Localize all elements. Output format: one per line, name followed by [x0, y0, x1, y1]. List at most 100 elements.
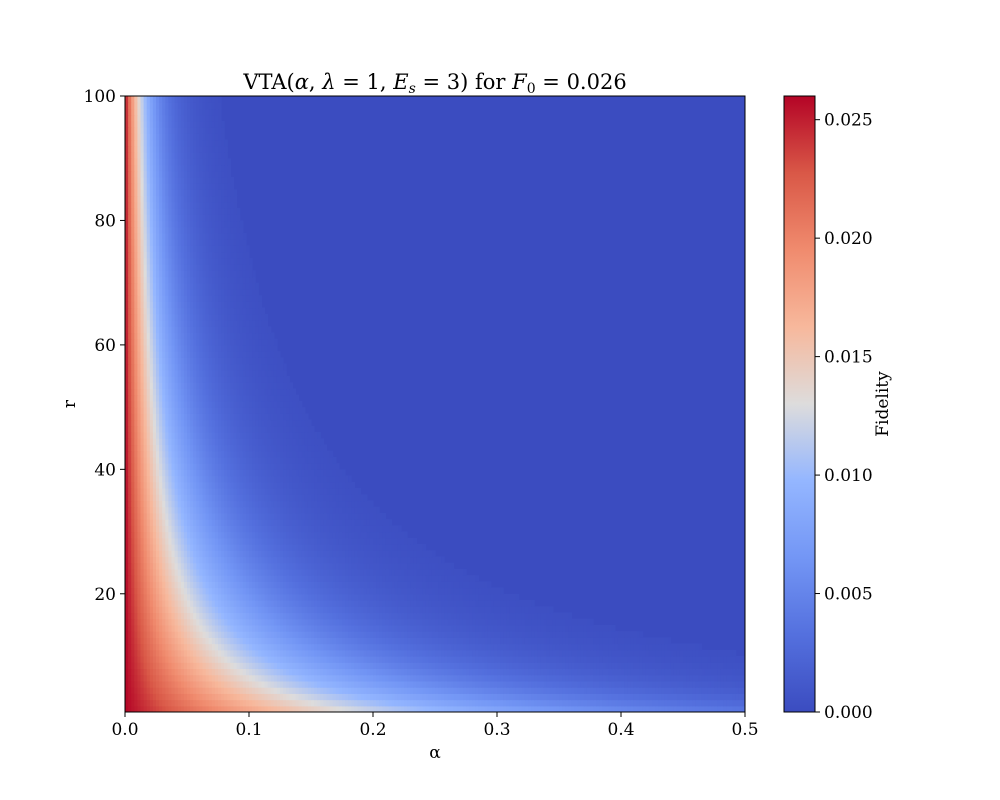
heatmap-cell	[140, 680, 145, 688]
heatmap-cell	[416, 680, 421, 688]
heatmap-cell	[320, 544, 324, 551]
heatmap-cell	[214, 537, 219, 545]
heatmap-cell	[450, 618, 455, 626]
heatmap-cell	[280, 500, 284, 508]
heatmap-cell	[218, 544, 222, 551]
heatmap-cell	[332, 649, 337, 657]
heatmap-cell	[283, 531, 287, 539]
heatmap-cell	[568, 693, 572, 701]
heatmap-cell	[354, 519, 359, 526]
heatmap-cell	[549, 656, 554, 663]
heatmap-cell	[152, 680, 157, 688]
heatmap-cell	[245, 531, 250, 539]
heatmap-cell	[261, 612, 266, 620]
heatmap-cell	[419, 649, 424, 657]
heatmap-cell	[627, 643, 631, 651]
heatmap-cell	[490, 668, 495, 676]
heatmap-cell	[196, 525, 200, 533]
heatmap-cell	[515, 699, 520, 707]
heatmap-cell	[394, 668, 399, 676]
heatmap-cell	[190, 680, 194, 688]
heatmap-cell	[714, 680, 718, 688]
heatmap-cell	[245, 488, 250, 495]
heatmap-cell	[295, 618, 300, 626]
heatmap-cell	[280, 693, 284, 701]
heatmap-cell	[648, 705, 653, 712]
heatmap-cell	[490, 637, 495, 645]
heatmap-cell	[193, 506, 197, 514]
heatmap-cell	[174, 668, 179, 676]
heatmap-cell	[559, 693, 563, 701]
heatmap-cell	[211, 606, 216, 614]
heatmap-cell	[357, 618, 362, 626]
heatmap-cell	[273, 680, 278, 688]
heatmap-cell	[611, 662, 616, 670]
heatmap-cell	[314, 562, 318, 570]
heatmap-cell	[233, 606, 238, 614]
heatmap-cell	[447, 587, 452, 595]
heatmap-cell	[214, 624, 219, 632]
heatmap-cell	[214, 656, 219, 663]
heatmap-cell	[236, 506, 241, 514]
heatmap-cell	[351, 680, 355, 688]
heatmap-cell	[187, 587, 191, 595]
heatmap-cell	[152, 587, 157, 595]
heatmap-cell	[168, 637, 173, 645]
heatmap-cell	[357, 656, 362, 663]
heatmap-cell	[165, 537, 169, 545]
heatmap-cell	[652, 674, 656, 682]
heatmap-cell	[332, 537, 337, 545]
heatmap-cell	[128, 544, 132, 551]
heatmap-cell	[543, 680, 548, 688]
heatmap-cell	[692, 687, 696, 694]
heatmap-cell	[342, 643, 346, 651]
heatmap-cell	[131, 687, 135, 694]
heatmap-cell	[590, 680, 594, 688]
heatmap-cell	[351, 593, 355, 601]
heatmap-cell	[134, 593, 138, 601]
heatmap-cell	[196, 575, 200, 582]
heatmap-cell	[599, 680, 603, 688]
heatmap-cell	[503, 674, 507, 682]
heatmap-cell	[125, 612, 129, 620]
heatmap-cell	[202, 593, 207, 601]
heatmap-cell	[438, 600, 442, 607]
heatmap-cell	[301, 568, 306, 576]
heatmap-cell	[311, 531, 315, 539]
heatmap-cell	[583, 643, 588, 651]
heatmap-cell	[493, 624, 498, 632]
heatmap-cell	[407, 618, 411, 626]
heatmap-cell	[180, 668, 185, 676]
heatmap-cell	[242, 494, 247, 502]
heatmap-cell	[329, 662, 334, 670]
heatmap-cell	[252, 618, 256, 626]
heatmap-cell	[214, 562, 219, 570]
heatmap-cell	[645, 649, 650, 657]
heatmap-cell	[354, 600, 359, 607]
heatmap-cell	[599, 643, 603, 651]
heatmap-cell	[242, 593, 247, 601]
heatmap-cell	[416, 568, 421, 576]
heatmap-cell	[357, 631, 362, 638]
heatmap-cell	[236, 500, 241, 508]
heatmap-cell	[180, 631, 185, 638]
heatmap-cell	[373, 506, 377, 514]
heatmap-cell	[286, 606, 290, 614]
heatmap-cell	[379, 680, 383, 688]
heatmap-cell	[621, 631, 625, 638]
heatmap-cell	[295, 674, 300, 682]
heatmap-cell	[156, 531, 160, 539]
heatmap-cell	[621, 649, 625, 657]
heatmap-cell	[245, 494, 250, 502]
heatmap-cell	[301, 612, 306, 620]
heatmap-cell	[239, 593, 244, 601]
heatmap-cell	[304, 494, 309, 502]
heatmap-cell	[469, 643, 473, 651]
heatmap-cell	[738, 705, 743, 712]
heatmap-cell	[633, 649, 638, 657]
heatmap-cell	[388, 618, 393, 626]
heatmap-cell	[614, 705, 619, 712]
heatmap-cell	[422, 656, 427, 663]
heatmap-cell	[190, 612, 194, 620]
heatmap-cell	[174, 568, 179, 576]
